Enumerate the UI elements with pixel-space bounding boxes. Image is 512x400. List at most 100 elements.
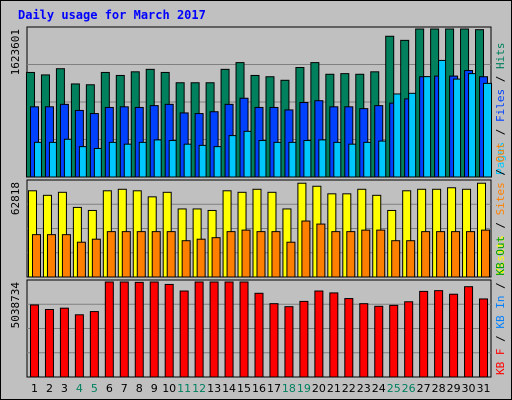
x-tick-label: 23 xyxy=(357,382,371,395)
bar-kbytes-day-17 xyxy=(269,303,279,378)
bar-kbytes-day-30 xyxy=(464,286,474,378)
bar-kbytes-day-31 xyxy=(479,298,489,378)
x-tick-label: 30 xyxy=(462,382,476,395)
bar-sites-day-28 xyxy=(436,231,446,278)
bar-kbytes-day-20 xyxy=(314,290,324,378)
bar-kbytes-day-12 xyxy=(194,281,204,378)
bar-kbytes-day-26 xyxy=(404,301,414,378)
legend-separator: / xyxy=(494,162,507,182)
bar-sites-day-11 xyxy=(181,240,191,278)
bar-kbytes-day-28 xyxy=(434,290,444,378)
y-axis-max-label: 1623601 xyxy=(9,29,22,75)
x-tick-label: 31 xyxy=(477,382,491,395)
legend-entry: Files xyxy=(494,89,507,122)
bar-sites-day-23 xyxy=(361,229,371,278)
legend-entry: KB Out xyxy=(494,236,507,276)
x-tick-label: 12 xyxy=(192,382,206,395)
legend-separator: / xyxy=(494,215,507,235)
bar-pages-day-31 xyxy=(483,82,493,178)
bar-sites-day-1 xyxy=(31,234,41,278)
bar-sites-day-20 xyxy=(316,223,326,278)
bar-kbytes-day-24 xyxy=(374,305,384,378)
bar-sites-day-10 xyxy=(166,231,176,278)
bar-kbytes-day-19 xyxy=(299,300,309,378)
bar-sites-day-24 xyxy=(376,229,386,278)
bar-sites-day-2 xyxy=(46,234,56,278)
bar-kbytes-day-23 xyxy=(359,303,369,378)
bar-kbytes-day-18 xyxy=(284,306,294,378)
bar-kbytes-day-1 xyxy=(29,304,39,378)
bar-sites-day-6 xyxy=(106,231,116,278)
x-tick-label: 10 xyxy=(162,382,176,395)
bar-kbytes-day-29 xyxy=(449,293,459,378)
bar-kbytes-day-13 xyxy=(209,281,219,378)
x-tick-label: 19 xyxy=(297,382,311,395)
bar-kbytes-day-9 xyxy=(149,281,159,378)
bar-kbytes-day-25 xyxy=(389,304,399,378)
bar-sites-day-26 xyxy=(406,240,416,278)
bar-kbytes-day-11 xyxy=(179,290,189,378)
bar-sites-day-3 xyxy=(61,234,71,278)
x-tick-label: 26 xyxy=(402,382,416,395)
bar-kbytes-day-10 xyxy=(164,283,174,378)
bar-kbytes-day-16 xyxy=(254,292,264,378)
bar-sites-day-12 xyxy=(196,238,206,278)
legend-entry: Hits xyxy=(494,43,507,70)
bar-kbytes-day-6 xyxy=(104,281,114,378)
bar-kbytes-day-14 xyxy=(224,281,234,378)
bar-sites-day-8 xyxy=(136,231,146,278)
x-tick-label: 5 xyxy=(91,382,98,395)
bar-sites-day-22 xyxy=(346,231,356,278)
legend-entry: KB In xyxy=(494,296,507,329)
bar-sites-day-27 xyxy=(421,231,431,278)
panel-hits-files-pages: 1623601 Pages / Files / Hits xyxy=(9,26,507,178)
bar-sites-day-17 xyxy=(271,231,281,278)
x-tick-label: 4 xyxy=(76,382,83,395)
bar-sites-day-7 xyxy=(121,231,131,278)
legend: Pages / Files / Hits xyxy=(494,43,507,176)
bar-sites-day-5 xyxy=(91,238,101,278)
x-tick-label: 21 xyxy=(327,382,341,395)
panel-visits-sites: 62818 Visits / Sites / Out xyxy=(9,143,507,278)
bar-kbytes-day-2 xyxy=(44,309,54,378)
panel-kbytes: 5038734 KB F / KB In / KB Out xyxy=(9,236,507,378)
legend-entry: KB F xyxy=(494,349,507,376)
x-tick-label: 27 xyxy=(417,382,431,395)
x-tick-label: 28 xyxy=(432,382,446,395)
legend: KB F / KB In / KB Out xyxy=(494,236,507,375)
y-axis-max-label: 5038734 xyxy=(9,282,22,329)
x-tick-label: 29 xyxy=(447,382,461,395)
bar-sites-day-30 xyxy=(466,231,476,278)
x-tick-label: 14 xyxy=(222,382,236,395)
bar-sites-day-19 xyxy=(301,220,311,278)
x-tick-label: 20 xyxy=(312,382,326,395)
bar-sites-day-15 xyxy=(241,229,251,278)
legend-separator: / xyxy=(494,69,507,89)
bar-sites-day-29 xyxy=(451,231,461,278)
x-tick-label: 1 xyxy=(31,382,38,395)
bar-sites-day-21 xyxy=(331,231,341,278)
x-tick-label: 17 xyxy=(267,382,281,395)
bar-sites-day-9 xyxy=(151,231,161,278)
legend-entry: Pages xyxy=(494,142,507,175)
bar-kbytes-day-8 xyxy=(134,281,144,378)
chart-title: Daily usage for March 2017 xyxy=(18,8,206,22)
x-tick-label: 3 xyxy=(61,382,68,395)
bar-sites-day-4 xyxy=(76,241,86,278)
x-tick-label: 24 xyxy=(372,382,386,395)
bar-sites-day-16 xyxy=(256,231,266,278)
bar-sites-day-25 xyxy=(391,240,401,278)
x-tick-label: 8 xyxy=(136,382,143,395)
legend-separator: / xyxy=(494,329,507,349)
bar-kbytes-day-4 xyxy=(74,314,84,378)
legend-separator: / xyxy=(494,122,507,142)
bar-sites-day-14 xyxy=(226,231,236,278)
bar-kbytes-day-22 xyxy=(344,298,354,378)
legend-separator: / xyxy=(494,276,507,296)
bar-sites-day-13 xyxy=(211,237,221,278)
x-tick-label: 13 xyxy=(207,382,221,395)
x-tick-label: 6 xyxy=(106,382,113,395)
